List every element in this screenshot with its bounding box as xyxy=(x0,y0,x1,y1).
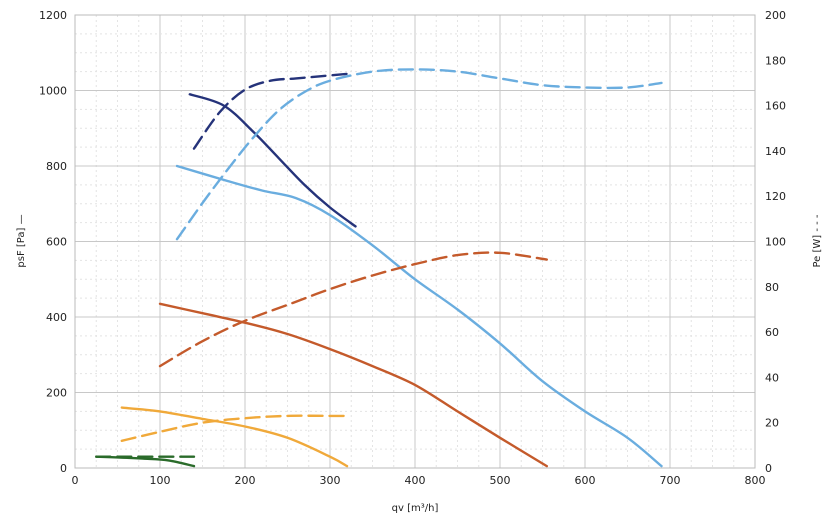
x-tick-label: 500 xyxy=(490,474,511,487)
pressure-curve-line xyxy=(120,406,349,468)
series-layer xyxy=(95,68,663,468)
x-tick-label: 300 xyxy=(320,474,341,487)
y-left-tick-label: 1000 xyxy=(39,85,67,98)
y-left-tick-label: 600 xyxy=(46,236,67,249)
x-tick-label: 600 xyxy=(575,474,596,487)
pressure-curve-line xyxy=(95,455,196,468)
x-tick-label: 100 xyxy=(150,474,171,487)
grid xyxy=(74,14,756,469)
y-right-tick-label: 120 xyxy=(765,190,786,203)
y-right-tick-label: 0 xyxy=(765,462,772,475)
y-right-tick-label: 140 xyxy=(765,145,786,158)
y-left-tick-label: 400 xyxy=(46,311,67,324)
pressure-curve-line xyxy=(175,164,663,468)
x-tick-label: 0 xyxy=(72,474,79,487)
left-axis-ticks: 0 200 400 600 800 1000 1200 xyxy=(39,9,67,475)
right-axis-ticks: 0 20 40 60 80 100 120 140 160 180 200 xyxy=(765,9,786,475)
y-right-tick-label: 180 xyxy=(765,54,786,67)
x-tick-label: 200 xyxy=(235,474,256,487)
y-right-tick-label: 80 xyxy=(765,281,779,294)
y-right-tick-label: 20 xyxy=(765,417,779,430)
x-tick-label: 400 xyxy=(405,474,426,487)
y-right-axis-title: Pe [W] - - - xyxy=(812,214,823,267)
x-tick-label: 800 xyxy=(745,474,766,487)
y-left-tick-label: 800 xyxy=(46,160,67,173)
y-right-tick-label: 100 xyxy=(765,236,786,249)
y-right-tick-label: 200 xyxy=(765,9,786,22)
pressure-curve-line xyxy=(188,93,357,228)
power-curve-line xyxy=(158,251,548,368)
x-tick-label: 700 xyxy=(660,474,681,487)
y-left-tick-label: 200 xyxy=(46,387,67,400)
y-right-tick-label: 60 xyxy=(765,326,779,339)
y-right-tick-label: 40 xyxy=(765,371,779,384)
y-left-axis-title: psF [Pa] — xyxy=(16,214,27,267)
power-curve-line xyxy=(120,414,349,442)
plot-frame xyxy=(74,14,756,469)
pressure-curve-line xyxy=(158,302,548,468)
y-left-tick-label: 1200 xyxy=(39,9,67,22)
power-curve-line xyxy=(192,72,349,150)
x-axis-title: qv [m³/h] xyxy=(392,503,439,514)
y-left-tick-label: 0 xyxy=(60,462,67,475)
x-axis-ticks: 0 100 200 300 400 500 600 700 800 xyxy=(72,474,766,487)
y-right-tick-label: 160 xyxy=(765,100,786,113)
power-curve-line xyxy=(175,68,663,241)
